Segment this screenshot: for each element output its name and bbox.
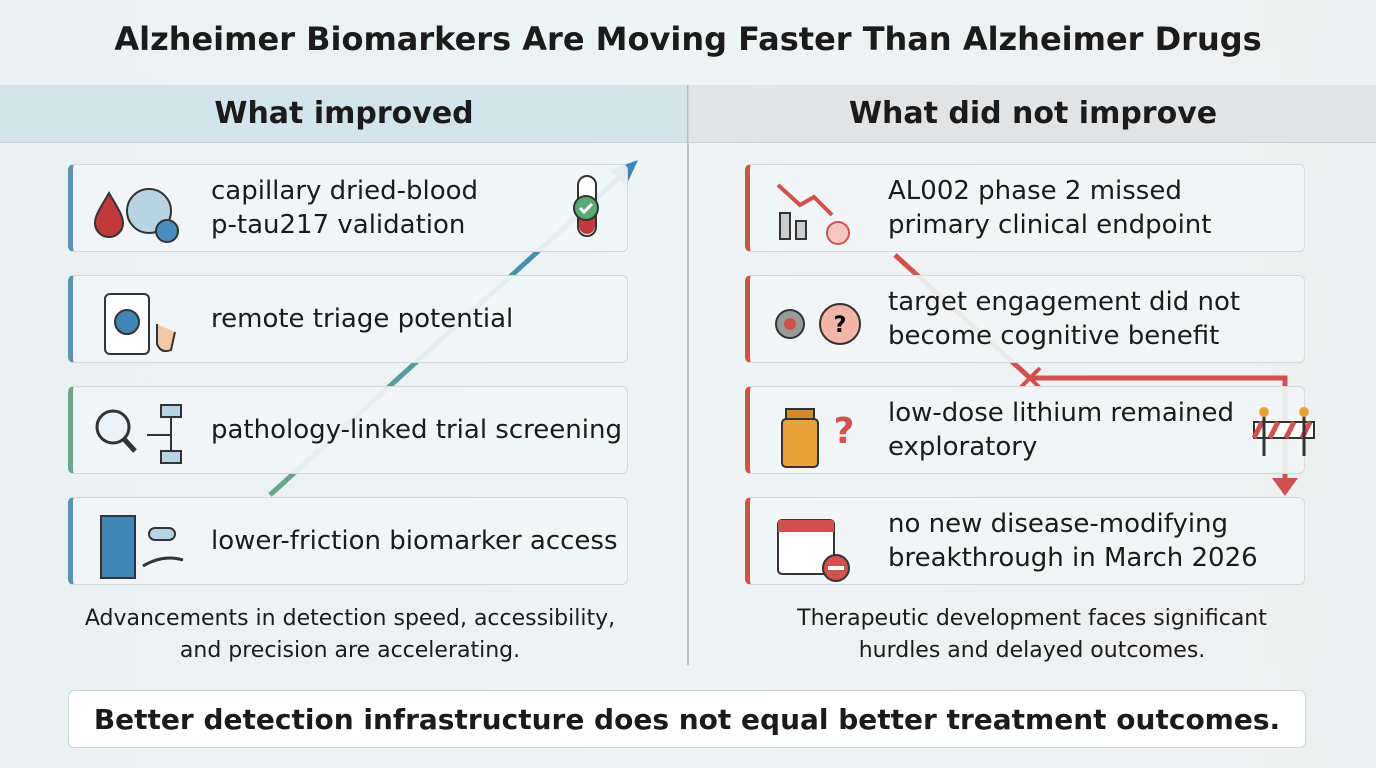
caption-line: Advancements in detection speed, accessi… <box>84 606 616 631</box>
icon-part <box>795 220 807 240</box>
icon-part: ? <box>834 313 847 338</box>
icon-part <box>779 212 791 240</box>
icon-part <box>122 437 137 453</box>
left-heading: What improved <box>0 85 688 143</box>
card-line: lower-friction biomarker access <box>211 526 618 556</box>
icon-part <box>781 418 819 468</box>
caption-line: and precision are accelerating. <box>179 638 521 663</box>
card: ? low-dose lithium remained exploratory <box>745 386 1305 474</box>
icon-part <box>784 318 796 330</box>
conclusion: Better detection infrastructure does not… <box>68 690 1306 748</box>
icon <box>93 188 179 243</box>
right-heading: What did not improve <box>688 85 1376 143</box>
icon-part <box>826 221 850 245</box>
icon-part <box>148 527 176 541</box>
card-text: low-dose lithium remained exploratory <box>888 387 1234 473</box>
card-text: lower-friction biomarker access <box>211 498 618 584</box>
card: ? target engagement did not become cogniti… <box>745 275 1305 363</box>
card-line: breakthrough in March 2026 <box>888 543 1258 573</box>
icon <box>95 404 182 464</box>
card-line: remote triage potential <box>211 304 514 334</box>
card-text: remote triage potential <box>211 276 513 362</box>
cross-mark <box>1018 366 1042 390</box>
left-caption: Advancements in detection speed, accessi… <box>40 603 660 667</box>
icon <box>777 519 850 582</box>
barrier-icon <box>1252 407 1315 456</box>
icon-part <box>160 404 182 418</box>
title: Alzheimer Biomarkers Are Moving Faster T… <box>114 20 1262 58</box>
icon-part <box>828 566 844 570</box>
icon <box>104 293 176 355</box>
icon-part <box>785 408 815 420</box>
card-text: AL002 phase 2 missed primary clinical end… <box>888 165 1211 251</box>
icon-part <box>155 219 179 243</box>
icon-part <box>778 520 834 532</box>
card-line: capillary dried-blood <box>211 176 479 206</box>
card: AL002 phase 2 missed primary clinical end… <box>745 164 1305 252</box>
icon-part <box>147 417 172 451</box>
card-line: target engagement did not <box>888 287 1241 317</box>
card: capillary dried-blood p-tau217 validation <box>68 164 628 252</box>
icon: ? <box>775 303 861 345</box>
card-text: target engagement did not become cognitiv… <box>888 276 1240 362</box>
right-caption: Therapeutic development faces significan… <box>722 603 1342 667</box>
icon-part <box>114 309 140 335</box>
icon-part: ? <box>834 411 855 452</box>
test-tube-icon <box>573 175 599 237</box>
icon-part <box>819 303 861 345</box>
left-header-band <box>0 85 688 142</box>
caption-line: hurdles and delayed outcomes. <box>858 638 1206 663</box>
card-text: pathology-linked trial screening <box>211 387 622 473</box>
card-line: primary clinical endpoint <box>888 210 1212 240</box>
card-text: capillary dried-blood p-tau217 validation <box>211 165 478 251</box>
icon-part <box>776 183 834 217</box>
card: remote triage potential <box>68 275 628 363</box>
card-line: p-tau217 validation <box>211 210 466 240</box>
right-header-band <box>688 85 1376 142</box>
card: pathology-linked trial screening <box>68 386 628 474</box>
icon-part <box>93 190 125 238</box>
caption-line: Therapeutic development faces significan… <box>797 606 1267 631</box>
icon-part <box>160 450 182 464</box>
card-line: AL002 phase 2 missed <box>888 176 1182 206</box>
card-line: exploratory <box>888 432 1038 462</box>
icon <box>776 183 850 245</box>
icon: ? <box>781 408 855 468</box>
card: lower-friction biomarker access <box>68 497 628 585</box>
icon-part <box>100 515 136 579</box>
blocked-arrowhead <box>1272 478 1298 496</box>
icon-part <box>156 324 176 353</box>
card-line: no new disease-modifying <box>888 509 1229 539</box>
icon-part <box>95 409 131 445</box>
icon-part <box>142 556 184 568</box>
card: no new disease-modifying breakthrough in … <box>745 497 1305 585</box>
card-line: become cognitive benefit <box>888 321 1220 351</box>
icon <box>100 515 184 579</box>
card-text: no new disease-modifying breakthrough in … <box>888 498 1258 584</box>
card-line: low-dose lithium remained <box>888 398 1234 428</box>
card-line: pathology-linked trial screening <box>211 415 622 445</box>
